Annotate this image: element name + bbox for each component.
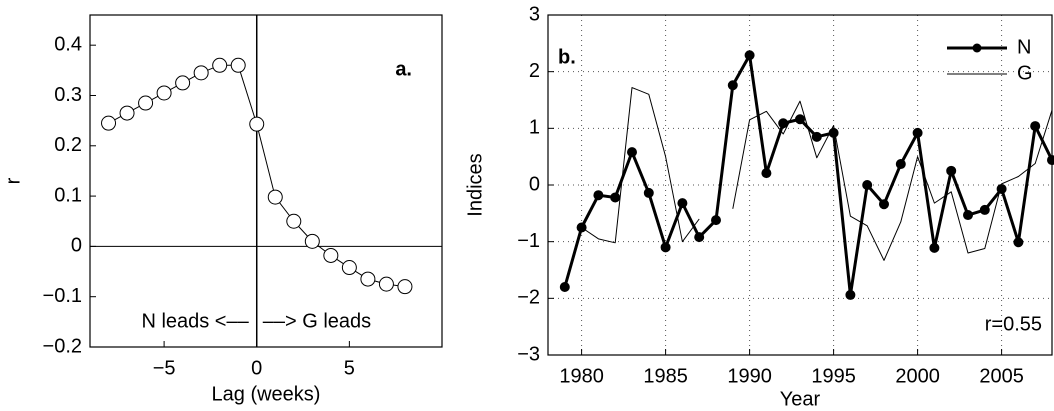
data-point (643, 187, 654, 198)
data-point (341, 260, 357, 276)
data-point (845, 289, 856, 300)
annotation: ––> G leads (263, 310, 371, 332)
y-tick-label: −1 (517, 230, 540, 252)
data-point (912, 127, 923, 138)
data-point (267, 189, 283, 205)
panel-label: a. (395, 58, 412, 80)
data-point (1047, 155, 1054, 166)
x-tick-label: 1980 (559, 365, 604, 387)
y-tick-label: 2 (529, 60, 540, 82)
data-point (360, 271, 376, 287)
legend-label: N (1017, 36, 1031, 58)
data-point (946, 165, 957, 176)
annotation: r=0.55 (985, 313, 1042, 335)
data-point (593, 190, 604, 201)
data-point (138, 95, 154, 111)
annotation: N leads <–– (141, 310, 249, 332)
data-point (677, 198, 688, 209)
series-line (732, 100, 1053, 261)
data-point (1030, 121, 1041, 132)
y-tick-label: −0.2 (43, 335, 82, 357)
y-tick-label: 0.3 (54, 84, 82, 106)
data-point (323, 247, 339, 263)
x-axis-label: Year (780, 388, 821, 410)
data-point (156, 85, 172, 101)
x-tick-label: 1990 (727, 365, 772, 387)
data-point (397, 279, 413, 295)
data-point (175, 75, 191, 91)
data-point (828, 127, 839, 138)
y-tick-label: 0 (71, 235, 82, 257)
data-point (660, 242, 671, 253)
data-point (744, 50, 755, 61)
data-point (727, 80, 738, 91)
data-point (929, 242, 940, 253)
data-point (249, 116, 265, 132)
y-tick-label: −2 (517, 287, 540, 309)
y-tick-label: 0.2 (54, 134, 82, 156)
y-tick-label: 0.4 (54, 33, 82, 55)
axes-frame (89, 14, 443, 348)
data-point (212, 57, 228, 73)
y-tick-label: 0 (529, 173, 540, 195)
x-tick-label: 2000 (895, 365, 940, 387)
data-point (627, 147, 637, 158)
data-point (795, 114, 805, 125)
x-tick-label: 1985 (643, 365, 688, 387)
data-point (101, 115, 117, 131)
data-point (610, 192, 621, 203)
data-point (862, 180, 873, 190)
x-tick-label: 0 (251, 357, 262, 379)
y-tick-label: −3 (517, 343, 540, 365)
x-axis-label: Lag (weeks) (212, 383, 321, 405)
y-tick-label: 3 (529, 3, 540, 25)
series-line (581, 87, 700, 244)
data-point (119, 105, 135, 121)
data-point (304, 233, 320, 249)
series-line (563, 53, 1054, 297)
x-tick-label: −5 (153, 357, 176, 379)
panel-label: b. (558, 46, 576, 68)
data-point (711, 215, 721, 226)
data-point (963, 210, 973, 221)
x-tick-label: 5 (344, 357, 355, 379)
y-tick-label: 1 (529, 117, 540, 139)
legend-marker (972, 43, 982, 53)
data-point (979, 204, 990, 215)
data-point (879, 199, 889, 210)
y-axis-label: Indices (464, 153, 486, 216)
y-axis-label: r (2, 177, 24, 184)
data-point (378, 276, 394, 292)
data-point (811, 131, 822, 142)
y-tick-label: 0.1 (54, 184, 82, 206)
data-point (694, 232, 705, 243)
data-point (193, 65, 209, 81)
y-tick-label: −0.1 (43, 285, 82, 307)
data-point (230, 57, 246, 73)
axes-frame (547, 14, 1053, 356)
data-point (286, 213, 302, 229)
data-point (778, 118, 789, 129)
x-tick-label: 2005 (979, 365, 1024, 387)
legend-label: G (1017, 62, 1033, 84)
data-point (895, 159, 906, 170)
data-point (559, 282, 570, 292)
x-tick-label: 1995 (811, 365, 856, 387)
data-point (1013, 237, 1024, 248)
data-point (761, 168, 772, 179)
